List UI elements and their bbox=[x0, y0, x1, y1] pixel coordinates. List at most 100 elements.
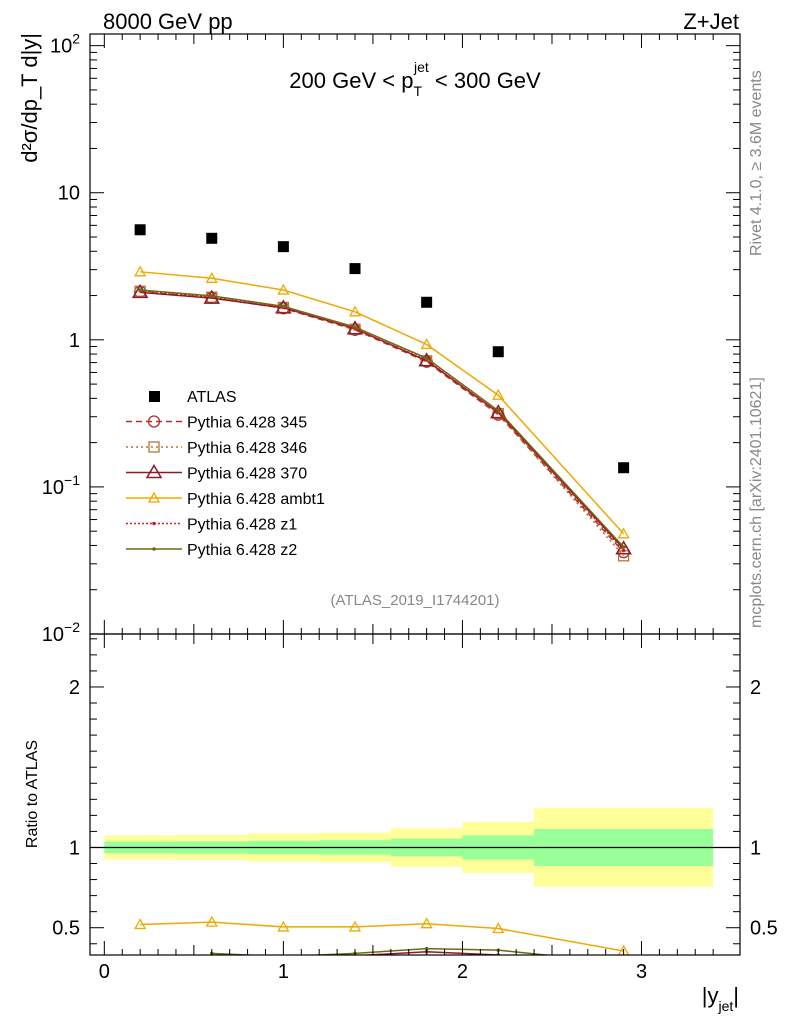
legend-marker bbox=[145, 464, 163, 479]
main-ylabel: d²σ/dp_T d|y| bbox=[17, 33, 42, 163]
y-tick-base: 1 bbox=[69, 330, 80, 352]
atlas-data-point bbox=[277, 241, 289, 253]
x-tick-label: 3 bbox=[636, 961, 647, 983]
ratio-series-point-0 bbox=[277, 920, 290, 932]
series-point-5 bbox=[496, 408, 501, 413]
series-point-3 bbox=[348, 305, 362, 317]
header-right: Z+Jet bbox=[683, 9, 739, 34]
ratio-y-tick-label-right: 1 bbox=[750, 837, 761, 859]
legend-entry-1: Pythia 6.428 346 bbox=[126, 440, 307, 457]
series-point-2 bbox=[203, 289, 221, 304]
ratio-panel: 0.5 0.5 1 1 2 2 0 1 2 3 Ratio to ATLAS |yjet| bbox=[24, 633, 778, 1014]
series-point-5 bbox=[353, 325, 357, 329]
y-tick-label: 102 bbox=[50, 31, 80, 58]
legend-marker bbox=[152, 547, 156, 551]
ratio-series-line-2 bbox=[211, 947, 553, 955]
ratio-ylabel: Ratio to ATLAS bbox=[24, 740, 41, 848]
series-point-5 bbox=[424, 356, 429, 361]
right-label-rivet: Rivet 4.1.0, ≥ 3.6M events bbox=[748, 70, 765, 256]
x-axis-label-pre: |y bbox=[702, 983, 719, 1008]
series-point-3 bbox=[277, 283, 290, 295]
x-tick-label: 2 bbox=[457, 961, 468, 983]
ratio-series-point-0 bbox=[420, 917, 433, 929]
legend-label: Pythia 6.428 370 bbox=[187, 466, 307, 483]
legend-entry-4: Pythia 6.428 z1 bbox=[126, 517, 297, 534]
main-title: 200 GeV < pTjet < 300 GeV bbox=[289, 59, 541, 99]
y-tick-base: 10 bbox=[42, 477, 64, 499]
atlas-data-point bbox=[618, 462, 630, 474]
x-axis-label: |yjet| bbox=[702, 983, 739, 1014]
legend: ATLAS Pythia 6.428 345 Pythia 6.428 346 Pyt… bbox=[126, 389, 325, 559]
legend-label: Pythia 6.428 z2 bbox=[187, 542, 297, 559]
series-point-5 bbox=[281, 304, 286, 309]
legend-marker bbox=[147, 415, 161, 428]
ratio-series-point-0 bbox=[348, 920, 362, 932]
legend-label: Pythia 6.428 346 bbox=[187, 440, 307, 457]
x-axis-label-sub: jet bbox=[717, 998, 733, 1014]
series-point-3 bbox=[492, 388, 505, 400]
atlas-data-point bbox=[349, 263, 361, 275]
y-tick-exp: −1 bbox=[64, 472, 80, 488]
y-tick-base: 10 bbox=[58, 183, 80, 205]
atlas-data-point bbox=[492, 346, 504, 358]
series-point-5 bbox=[209, 294, 214, 298]
series-point-2 bbox=[346, 320, 364, 335]
ratio-series-point-0 bbox=[205, 915, 218, 927]
y-tick-exp: −2 bbox=[64, 619, 80, 635]
ratio-series-point-1 bbox=[282, 956, 286, 960]
main-title-sup: jet bbox=[413, 59, 429, 75]
series-point-5 bbox=[138, 288, 142, 292]
ratio-frame bbox=[89, 633, 741, 956]
series-point-2 bbox=[489, 404, 507, 419]
ratio-series-point-2 bbox=[424, 946, 429, 951]
series-point-3 bbox=[617, 527, 630, 539]
legend-label: Pythia 6.428 345 bbox=[187, 415, 307, 432]
atlas-data-point bbox=[206, 232, 218, 244]
series-point-5 bbox=[621, 545, 626, 549]
ratio-series-point-0 bbox=[492, 922, 505, 934]
right-label-mcplots: mcplots.cern.ch [arXiv:2401.10621] bbox=[748, 377, 765, 628]
ratio-series-line-0 bbox=[140, 921, 624, 952]
series-point-3 bbox=[420, 338, 433, 350]
ratio-y-tick-label-right: 2 bbox=[750, 677, 761, 699]
y-tick-base: 10 bbox=[42, 624, 64, 646]
series-point-2 bbox=[131, 283, 149, 299]
ratio-series-point-0 bbox=[134, 918, 147, 930]
watermark: (ATLAS_2019_I1744201) bbox=[330, 592, 499, 609]
atlas-data-point bbox=[134, 224, 146, 236]
series-point-2 bbox=[615, 540, 632, 555]
ratio-y-tick-label-right: 0.5 bbox=[750, 918, 778, 940]
legend-marker bbox=[152, 521, 156, 526]
ratio-y-tick-label-left: 0.5 bbox=[52, 918, 80, 940]
y-tick-label: 10−1 bbox=[42, 472, 80, 499]
series-point-3 bbox=[205, 271, 218, 283]
y-tick-label: 10 bbox=[58, 183, 80, 205]
y-tick-base: 10 bbox=[50, 36, 72, 58]
legend-entry-atlas: ATLAS bbox=[149, 389, 237, 406]
legend-marker bbox=[147, 491, 161, 503]
legend-entry-5: Pythia 6.428 z2 bbox=[126, 542, 297, 559]
y-tick-label: 1 bbox=[69, 330, 80, 352]
main-title-pre: 200 GeV < p bbox=[289, 68, 413, 93]
legend-marker bbox=[149, 391, 160, 402]
main-title-post: < 300 GeV bbox=[429, 68, 541, 93]
legend-entry-2: Pythia 6.428 370 bbox=[126, 464, 307, 483]
ratio-series-point-2 bbox=[622, 961, 626, 965]
x-axis-label-post: | bbox=[733, 983, 739, 1008]
legend-marker bbox=[148, 441, 160, 453]
legend-label: Pythia 6.428 ambt1 bbox=[187, 491, 325, 508]
header-left: 8000 GeV pp bbox=[103, 9, 233, 34]
x-tick-label: 0 bbox=[99, 961, 110, 983]
series-point-3 bbox=[134, 265, 147, 277]
atlas-data-point bbox=[421, 296, 433, 308]
main-title-sub: T bbox=[413, 83, 422, 99]
ratio-y-tick-label-left: 2 bbox=[69, 677, 80, 699]
y-tick-exp: 2 bbox=[72, 31, 80, 47]
series-line-3 bbox=[140, 271, 625, 535]
y-tick-label: 10−2 bbox=[42, 619, 80, 646]
ratio-y-tick-label-left: 1 bbox=[69, 837, 80, 859]
series-point-2 bbox=[418, 352, 435, 367]
legend-entry-0: Pythia 6.428 345 bbox=[126, 415, 307, 432]
